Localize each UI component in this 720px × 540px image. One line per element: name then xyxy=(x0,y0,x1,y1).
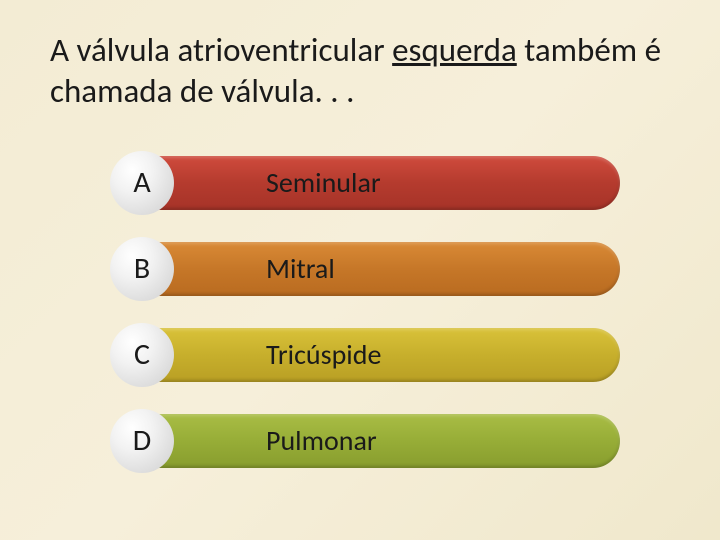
option-letter-circle: C xyxy=(110,323,174,387)
option-letter: A xyxy=(133,164,150,201)
options-list: A Seminular B Mitral C Tricúspide D xyxy=(40,151,680,473)
question-underlined: esquerda xyxy=(392,30,517,70)
option-letter: C xyxy=(134,336,150,373)
option-a[interactable]: A Seminular xyxy=(110,151,620,215)
option-label: Pulmonar xyxy=(266,423,377,458)
option-bar: Seminular xyxy=(146,156,620,210)
option-label: Tricúspide xyxy=(266,337,381,372)
option-bar: Pulmonar xyxy=(146,414,620,468)
option-c[interactable]: C Tricúspide xyxy=(110,323,620,387)
option-label: Mitral xyxy=(266,251,335,286)
option-letter: B xyxy=(134,250,150,287)
question-part1: A válvula atrioventricular xyxy=(50,30,392,70)
option-letter: D xyxy=(133,422,151,459)
option-letter-circle: D xyxy=(110,409,174,473)
option-letter-circle: B xyxy=(110,237,174,301)
option-b[interactable]: B Mitral xyxy=(110,237,620,301)
option-d[interactable]: D Pulmonar xyxy=(110,409,620,473)
question-title: A válvula atrioventricular esquerda tamb… xyxy=(40,30,680,113)
option-bar: Mitral xyxy=(146,242,620,296)
slide: A válvula atrioventricular esquerda tamb… xyxy=(0,0,720,540)
option-label: Seminular xyxy=(266,165,381,200)
option-letter-circle: A xyxy=(110,151,174,215)
option-bar: Tricúspide xyxy=(146,328,620,382)
